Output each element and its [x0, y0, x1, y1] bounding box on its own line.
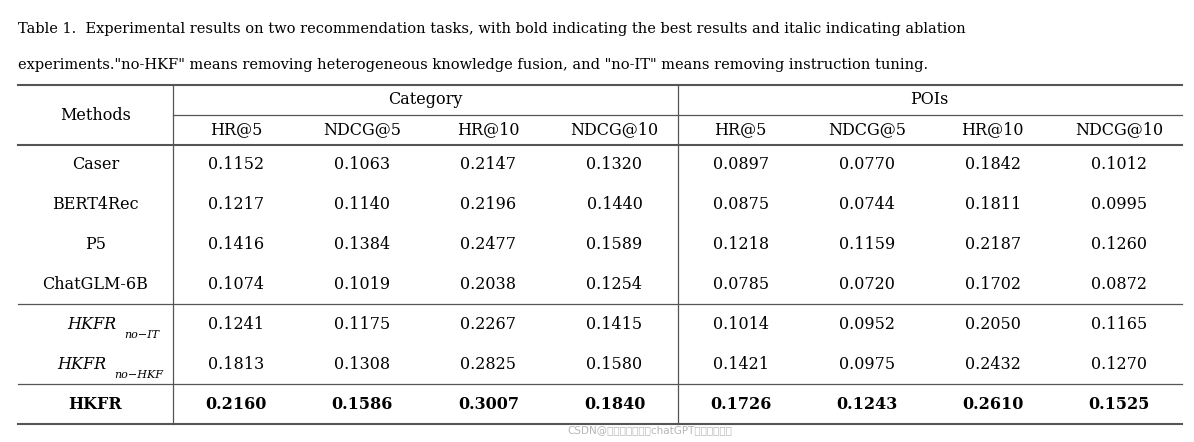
Text: 0.2825: 0.2825 [461, 356, 516, 373]
Text: 0.1586: 0.1586 [332, 396, 393, 412]
Text: 0.1140: 0.1140 [334, 196, 390, 213]
Text: 0.0975: 0.0975 [838, 356, 894, 373]
Text: HR@10: HR@10 [457, 122, 519, 138]
Text: 0.1260: 0.1260 [1091, 236, 1147, 253]
Text: 0.0952: 0.0952 [838, 316, 894, 333]
Text: 0.1580: 0.1580 [586, 356, 642, 373]
Text: 0.2187: 0.2187 [965, 236, 1021, 253]
Text: 0.1218: 0.1218 [713, 236, 769, 253]
Text: 0.1254: 0.1254 [586, 276, 642, 293]
Text: 0.1152: 0.1152 [208, 156, 264, 173]
Text: HR@5: HR@5 [714, 122, 767, 138]
Text: 0.1416: 0.1416 [208, 236, 264, 253]
Text: NDCG@10: NDCG@10 [571, 122, 659, 138]
Text: 0.0720: 0.0720 [838, 276, 894, 293]
Text: 0.1063: 0.1063 [334, 156, 390, 173]
Text: 0.2050: 0.2050 [965, 316, 1021, 333]
Text: 0.0875: 0.0875 [713, 196, 769, 213]
Text: 0.0770: 0.0770 [838, 156, 894, 173]
Text: 0.1241: 0.1241 [208, 316, 264, 333]
Text: HKFR: HKFR [69, 396, 122, 412]
Text: CSDN@人工智能大模型chatGPT培训咋询叶样: CSDN@人工智能大模型chatGPT培训咋询叶样 [567, 425, 732, 435]
Text: 0.1702: 0.1702 [965, 276, 1021, 293]
Text: 0.1012: 0.1012 [1091, 156, 1147, 173]
Text: 0.1243: 0.1243 [836, 396, 898, 412]
Text: 0.1840: 0.1840 [584, 396, 645, 412]
Text: 0.1440: 0.1440 [586, 196, 642, 213]
Text: experiments."no-HKF" means removing heterogeneous knowledge fusion, and "no-IT" : experiments."no-HKF" means removing hete… [18, 58, 928, 72]
Text: 0.2147: 0.2147 [461, 156, 516, 173]
Text: 0.2160: 0.2160 [205, 396, 266, 412]
Text: ChatGLM-6B: ChatGLM-6B [43, 276, 148, 293]
Text: no−HKF: no−HKF [113, 370, 164, 380]
Text: 0.0872: 0.0872 [1091, 276, 1147, 293]
Text: 0.1842: 0.1842 [965, 156, 1021, 173]
Text: HKFR: HKFR [57, 356, 106, 373]
Text: 0.0897: 0.0897 [713, 156, 769, 173]
Text: 0.1074: 0.1074 [208, 276, 264, 293]
Text: Methods: Methods [60, 107, 131, 123]
Text: 0.1019: 0.1019 [334, 276, 390, 293]
Text: Category: Category [388, 91, 462, 108]
Text: BERT4Rec: BERT4Rec [53, 196, 139, 213]
Text: 0.1811: 0.1811 [965, 196, 1021, 213]
Text: 0.2477: 0.2477 [461, 236, 516, 253]
Text: NDCG@5: NDCG@5 [324, 122, 401, 138]
Text: NDCG@10: NDCG@10 [1075, 122, 1163, 138]
Text: HR@10: HR@10 [961, 122, 1024, 138]
Text: NDCG@5: NDCG@5 [827, 122, 906, 138]
Text: HKFR: HKFR [68, 316, 117, 333]
Text: Table 1.  Experimental results on two recommendation tasks, with bold indicating: Table 1. Experimental results on two rec… [18, 22, 966, 36]
Text: 0.1421: 0.1421 [713, 356, 769, 373]
Text: POIs: POIs [911, 91, 949, 108]
Text: 0.2432: 0.2432 [965, 356, 1021, 373]
Text: 0.2610: 0.2610 [962, 396, 1023, 412]
Text: HR@5: HR@5 [210, 122, 263, 138]
Text: 0.1384: 0.1384 [334, 236, 390, 253]
Text: 0.1217: 0.1217 [208, 196, 264, 213]
Text: 0.2038: 0.2038 [461, 276, 516, 293]
Text: Caser: Caser [72, 156, 119, 173]
Text: 0.1525: 0.1525 [1088, 396, 1150, 412]
Text: 0.2267: 0.2267 [461, 316, 516, 333]
Text: 0.1726: 0.1726 [710, 396, 771, 412]
Text: 0.0744: 0.0744 [838, 196, 894, 213]
Text: 0.1589: 0.1589 [586, 236, 642, 253]
Text: 0.1308: 0.1308 [334, 356, 390, 373]
Text: 0.1175: 0.1175 [334, 316, 390, 333]
Text: 0.1165: 0.1165 [1091, 316, 1147, 333]
Text: 0.2196: 0.2196 [460, 196, 516, 213]
Text: 0.1415: 0.1415 [586, 316, 642, 333]
Text: 0.1320: 0.1320 [586, 156, 642, 173]
Text: P5: P5 [85, 236, 106, 253]
Text: 0.0995: 0.0995 [1091, 196, 1147, 213]
Text: no−IT: no−IT [124, 330, 159, 340]
Text: 0.1270: 0.1270 [1091, 356, 1147, 373]
Text: 0.3007: 0.3007 [457, 396, 519, 412]
Text: 0.0785: 0.0785 [713, 276, 769, 293]
Text: 0.1813: 0.1813 [208, 356, 264, 373]
Text: 0.1159: 0.1159 [838, 236, 894, 253]
Text: 0.1014: 0.1014 [713, 316, 769, 333]
